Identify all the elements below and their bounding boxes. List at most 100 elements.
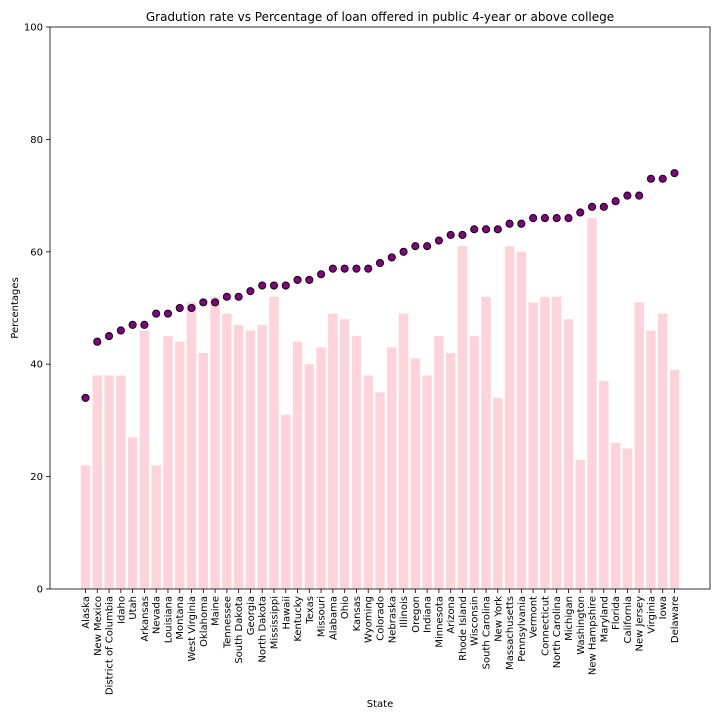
y-tick-label: 80 [30, 135, 43, 146]
scatter-point [646, 174, 655, 183]
x-tick-label: Oregon [411, 596, 422, 633]
bar [493, 397, 503, 589]
bar [563, 319, 574, 589]
bar [599, 381, 609, 589]
bar [504, 246, 515, 589]
scatter-point [434, 236, 443, 245]
y-tick-label: 40 [30, 360, 43, 371]
x-tick-label: New Mexico [93, 596, 104, 656]
scatter-point [105, 332, 114, 341]
x-tick-label: North Dakota [258, 596, 269, 663]
bar [281, 414, 291, 589]
x-tick-label: Iowa [658, 596, 669, 619]
x-tick-label: Minnesota [434, 596, 445, 648]
x-tick-label: Georgia [246, 596, 257, 635]
bar [422, 375, 432, 589]
x-tick-label: Alabama [328, 596, 339, 640]
x-tick-label: Wyoming [364, 596, 375, 643]
bar [104, 375, 114, 589]
scatter-point [564, 214, 573, 223]
scatter-point [281, 281, 290, 290]
x-tick-label: Louisiana [163, 596, 174, 643]
bar [658, 313, 668, 589]
y-tick-label: 100 [24, 23, 43, 34]
x-tick-label: Delaware [670, 596, 681, 643]
scatter-point [234, 292, 243, 301]
bar [469, 336, 479, 589]
bar [328, 313, 338, 589]
scatter-point [152, 309, 161, 318]
scatter-point [269, 281, 279, 290]
scatter-point [540, 214, 549, 223]
scatter-point [387, 253, 396, 262]
bar [540, 296, 550, 589]
scatter-point [187, 303, 196, 313]
x-tick-label: Washington [576, 596, 587, 655]
bar [410, 358, 421, 589]
scatter-point [481, 225, 491, 234]
bar [434, 336, 444, 589]
scatter-point [352, 264, 361, 273]
x-tick-label: Illinois [399, 596, 410, 628]
x-tick-label: Rhode Island [458, 596, 469, 661]
scatter-point [199, 298, 208, 307]
bar [587, 218, 597, 589]
bar [175, 341, 185, 589]
bar [351, 336, 362, 589]
x-tick-label: Arkansas [140, 596, 151, 642]
scatter-point [81, 393, 90, 402]
x-tick-label: Tennessee [222, 596, 233, 649]
bar [610, 442, 621, 589]
x-tick-label: Arizona [446, 596, 457, 634]
bar [445, 352, 456, 589]
bar [198, 352, 209, 589]
scatter-point [599, 202, 608, 211]
scatter-point [623, 191, 632, 200]
bar [339, 319, 350, 589]
bar [92, 375, 102, 589]
x-tick-label: Pennsylvania [517, 596, 528, 662]
scatter-point [340, 264, 349, 273]
scatter-point [658, 174, 667, 183]
bar [139, 330, 150, 589]
bar [233, 324, 244, 589]
bar [575, 459, 585, 589]
x-tick-label: Connecticut [540, 596, 551, 656]
scatter-point [446, 230, 455, 239]
x-tick-label: Indiana [423, 596, 434, 633]
x-tick-label: Texas [305, 596, 316, 625]
scatter-point [364, 264, 373, 273]
bar [116, 375, 126, 589]
bar [163, 336, 173, 589]
x-tick-label: District of Columbia [105, 596, 116, 695]
scatter-point [411, 242, 420, 251]
bar [551, 296, 562, 589]
y-axis-label: Percentages [10, 277, 21, 338]
x-tick-label: Michigan [564, 596, 575, 641]
bar [398, 313, 409, 589]
bar-series [80, 218, 680, 590]
scatter-point [211, 298, 220, 307]
scatter-series [81, 169, 679, 402]
x-axis: Alaska New Mexico District of Columbia Idah… [81, 589, 681, 695]
x-tick-label: Alaska [81, 596, 92, 629]
bar [304, 364, 315, 589]
bar [269, 296, 279, 589]
x-tick-label: Mississippi [269, 596, 280, 649]
bar [257, 324, 267, 589]
bar [375, 392, 385, 589]
scatter-point [458, 230, 467, 239]
scatter-point [140, 320, 149, 329]
bar [669, 369, 680, 589]
bar [457, 246, 468, 589]
scatter-point [399, 247, 408, 256]
scatter-point [293, 275, 302, 284]
bar [316, 347, 326, 589]
x-tick-label: Massachusetts [505, 596, 516, 670]
scatter-point [246, 287, 255, 296]
x-tick-label: Maryland [599, 596, 610, 642]
x-tick-label: Ohio [340, 596, 351, 619]
y-tick-label: 0 [37, 585, 43, 596]
y-axis: 0 20 40 60 80 100 [24, 23, 50, 596]
bar [292, 341, 303, 589]
